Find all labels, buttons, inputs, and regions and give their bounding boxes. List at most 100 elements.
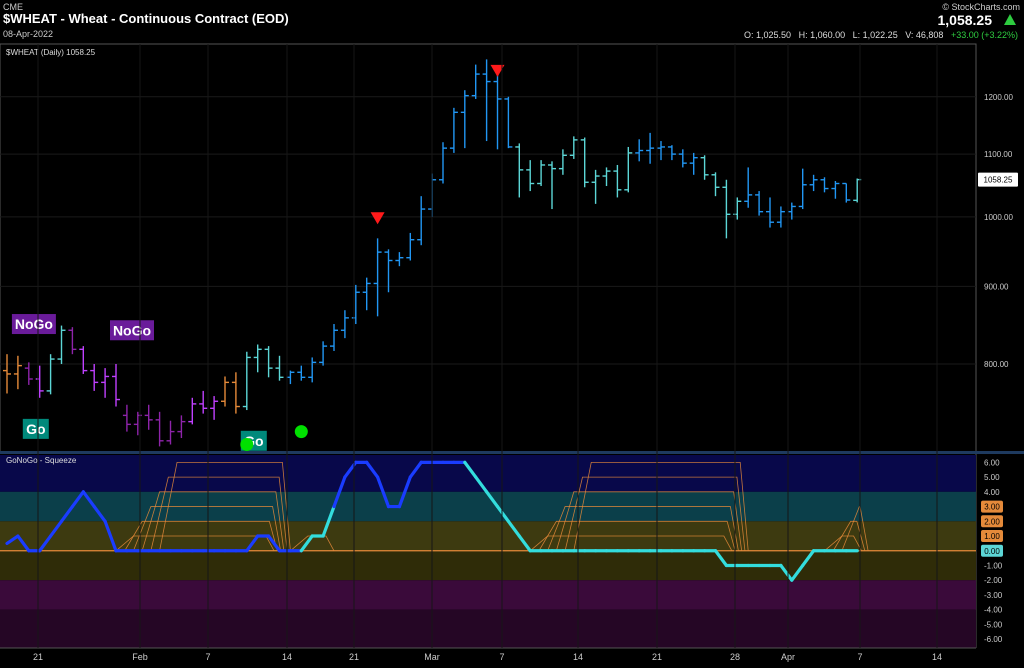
- oscillator-badge-label: 2.00: [984, 517, 1000, 526]
- squeeze-ladder-line: [832, 520, 866, 551]
- chart-date: 08-Apr-2022: [3, 29, 54, 39]
- low-value: L: 1,022.25: [852, 30, 898, 40]
- oscillator-tick-label: 1.00: [984, 532, 1000, 541]
- oscillator-tick-label: 0.00: [984, 547, 1000, 556]
- ohlc-bar: [460, 90, 469, 149]
- oscillator-segment: [408, 460, 423, 479]
- oscillator-badge-label: 0.00: [984, 547, 1000, 556]
- oscillator-segment: [713, 549, 729, 568]
- ohlc-bar: [166, 420, 175, 445]
- oscillator-segment: [474, 475, 489, 494]
- x-tick-label: Feb: [132, 652, 148, 662]
- ohlc-bar: [493, 74, 502, 150]
- down-triangle-marker: [490, 64, 505, 77]
- ohlc-bar: [122, 404, 131, 432]
- oscillator-badge: [981, 500, 1003, 513]
- ohlc-bar: [286, 370, 295, 385]
- price-tick-label: 1000.00: [984, 213, 1013, 222]
- oscillator-tick-label: 2.00: [984, 517, 1000, 526]
- oscillator-zone-band: [0, 521, 976, 551]
- ohlc-bar: [482, 59, 491, 142]
- x-tick-label: Mar: [424, 652, 440, 662]
- oscillator-segment: [38, 534, 53, 553]
- oscillator-badge: [981, 530, 1003, 543]
- x-tick-label: 21: [652, 652, 662, 662]
- oscillator-tick-label: -1.00: [984, 561, 1003, 570]
- squeeze-ladder-line: [824, 535, 862, 552]
- ohlc-bar: [384, 249, 393, 293]
- oscillator-segment: [365, 460, 380, 479]
- panel-separator: [0, 451, 1024, 454]
- x-tick-label: 14: [573, 652, 583, 662]
- oscillator-segment: [801, 549, 816, 568]
- price-tick-label: 1200.00: [984, 93, 1013, 102]
- oscillator-segment: [517, 534, 532, 553]
- ohlc-bar: [439, 142, 447, 184]
- x-axis: 21 Feb 7 14 21 Mar 7 14 21 28 Apr 7 14: [0, 44, 1024, 668]
- oscillator-title: GoNoGo - Squeeze: [6, 456, 77, 465]
- change-value: +33.00 (+3.22%): [950, 30, 1018, 40]
- signal-label: NoGo: [15, 316, 53, 332]
- ohlc-bar: [624, 146, 633, 193]
- oscillator-segment: [463, 460, 478, 479]
- x-tick-label: 7: [857, 652, 862, 662]
- squeeze-ladder-line: [538, 520, 736, 551]
- oscillator-segment: [267, 534, 282, 553]
- ohlc-bar: [809, 174, 818, 192]
- ohlc-bar: [646, 132, 655, 164]
- ohlc-bar: [755, 191, 764, 216]
- price-tick-label: 1100.00: [984, 150, 1013, 159]
- ohlc-bar: [591, 169, 600, 204]
- oscillator-tick-label: -6.00: [984, 635, 1003, 644]
- ohlc-bar: [57, 325, 66, 364]
- x-tick-label: 14: [932, 652, 942, 662]
- x-tick-label: 28: [730, 652, 740, 662]
- signal-label: Go: [244, 433, 263, 449]
- oscillator-tick-label: -5.00: [984, 620, 1003, 629]
- price-tick-label: 900.00: [984, 282, 1009, 291]
- ohlc-bar: [449, 107, 458, 153]
- oscillator-tick-label: 6.00: [984, 458, 1000, 467]
- ohlc-bar: [776, 206, 785, 228]
- signal-label-bg: [240, 430, 267, 451]
- ohlc-bar: [188, 397, 197, 425]
- oscillator-tick-label: 4.00: [984, 488, 1000, 497]
- x-tick-label: 14: [282, 652, 292, 662]
- oscillator-segment: [92, 504, 107, 523]
- x-tick-label: 21: [33, 652, 43, 662]
- oscillator-badge: [981, 515, 1003, 528]
- oscillator-badge: [981, 544, 1003, 557]
- squeeze-ladder-line: [529, 535, 733, 552]
- ohlc-bar: [133, 411, 142, 436]
- oscillator-segment: [397, 475, 412, 509]
- exchange-label: CME: [3, 2, 23, 12]
- ohlc-bar: [548, 161, 556, 210]
- last-price-label: 1058.25: [984, 176, 1013, 185]
- ohlc-bar: [820, 177, 829, 193]
- squeeze-ladder-line: [564, 476, 746, 551]
- signal-label-bg: [110, 320, 154, 341]
- ohlc-bar: [580, 137, 589, 188]
- squeeze-ladder-line: [547, 506, 739, 551]
- ohlc-bar: [711, 172, 720, 197]
- ohlc-bar: [3, 354, 11, 394]
- last-price: 1,058.25: [937, 12, 993, 28]
- open-value: O: 1,025.50: [744, 30, 792, 40]
- ohlc-bar: [787, 202, 796, 220]
- squeeze-ladder-line: [150, 476, 288, 551]
- ohlc-bar: [417, 196, 426, 246]
- ohlc-bar: [831, 181, 840, 199]
- x-tick-label: Apr: [781, 652, 795, 662]
- oscillator-segment: [790, 563, 805, 582]
- x-tick-label: 7: [499, 652, 504, 662]
- oscillator-segment: [5, 534, 20, 545]
- oscillator-tick-label: -4.00: [984, 606, 1003, 615]
- ohlc-bar: [253, 344, 262, 373]
- oscillator-segment: [103, 519, 118, 553]
- ohlc-bar: [798, 168, 807, 210]
- oscillator-badge-label: 3.00: [984, 503, 1000, 512]
- signal-label: Go: [26, 421, 45, 437]
- ohlc-readout: O: 1,025.50 H: 1,060.00 L: 1,022.25 V: 4…: [744, 30, 1018, 40]
- ohlc-bar: [722, 179, 731, 239]
- squeeze-ladder-line: [159, 461, 291, 551]
